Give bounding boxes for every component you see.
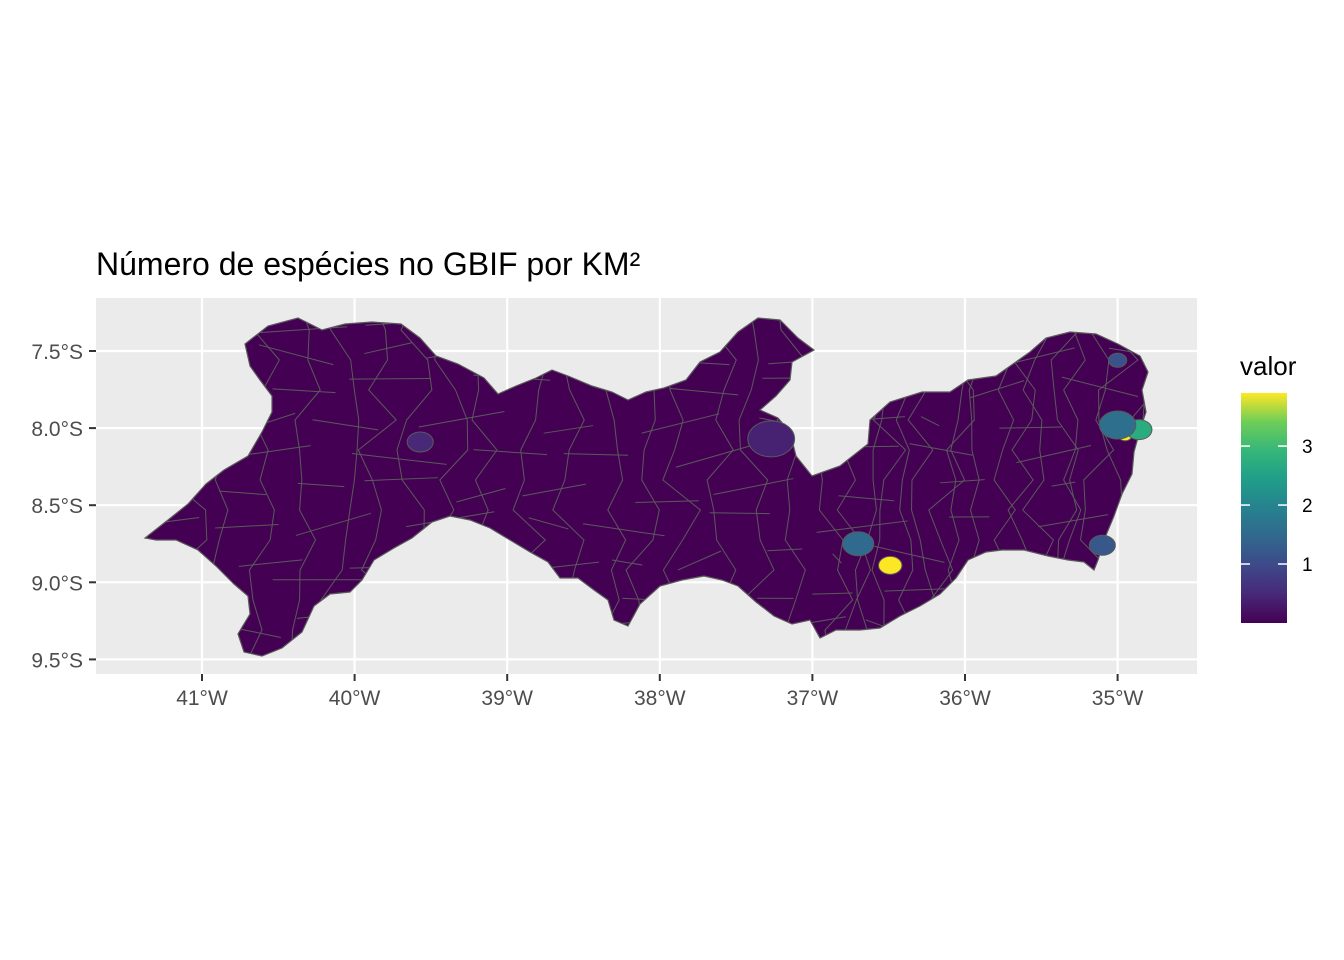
municipality-border <box>767 548 803 552</box>
legend-break-label: 2 <box>1302 496 1313 517</box>
x-tick-label: 36°W <box>939 687 991 710</box>
municipality-border <box>1038 514 1109 528</box>
municipality-border <box>349 377 431 380</box>
x-tick-label: 35°W <box>1092 687 1144 710</box>
municipality-value-fills <box>406 352 1153 575</box>
municipality-border <box>677 550 722 571</box>
x-tick-label: 40°W <box>329 687 381 710</box>
municipality-border <box>258 344 334 366</box>
municipality-border <box>969 380 1025 399</box>
municipality-border <box>713 478 794 496</box>
municipality-fill <box>878 555 903 575</box>
municipality-border <box>364 477 438 482</box>
municipality-border <box>999 426 1062 429</box>
municipality-border <box>816 520 908 533</box>
legend-colorbar <box>1241 393 1287 623</box>
municipality-border <box>832 553 842 564</box>
municipality-border <box>920 416 940 427</box>
x-tick-label: 41°W <box>176 687 228 710</box>
legend-title: valor <box>1240 351 1297 381</box>
municipality-border <box>543 425 594 434</box>
municipality-border <box>1016 445 1092 464</box>
x-tick-label: 37°W <box>787 687 839 710</box>
municipality-border <box>709 512 770 515</box>
y-axis: 7.5°S 8.0°S 8.5°S 9.0°S 9.5°S <box>31 341 96 672</box>
municipality-border <box>635 500 699 503</box>
municipality-fill <box>1088 534 1116 556</box>
municipality-border <box>675 443 758 468</box>
municipality-border <box>528 517 569 530</box>
y-tick-label: 9.5°S <box>31 649 83 672</box>
municipality-border <box>351 452 447 465</box>
y-tick-label: 7.5°S <box>31 341 83 364</box>
municipality-fill <box>747 420 796 458</box>
municipality-border <box>238 559 303 567</box>
municipality-border <box>838 495 895 502</box>
municipality-fill <box>1108 352 1128 368</box>
municipality-border <box>611 559 643 566</box>
legend: valor 1 2 3 <box>1240 351 1313 623</box>
municipality-border <box>219 490 267 496</box>
municipality-border <box>259 326 348 334</box>
municipality-border <box>215 523 279 529</box>
municipality-border <box>473 449 548 456</box>
municipality-border <box>874 545 945 563</box>
legend-break-label: 3 <box>1302 437 1313 458</box>
municipality-border <box>1061 376 1139 397</box>
x-tick-label: 39°W <box>481 687 533 710</box>
municipality-border <box>1051 481 1076 487</box>
municipality-border <box>812 592 853 595</box>
legend-break-label: 1 <box>1302 555 1313 576</box>
municipality-border <box>456 488 506 503</box>
municipality-fill <box>406 431 434 453</box>
municipality-border <box>522 483 586 497</box>
x-axis: 41°W 40°W 39°W 38°W 37°W 36°W 35°W <box>176 674 1144 710</box>
municipality-border <box>247 318 283 656</box>
municipality-fill <box>842 531 875 557</box>
municipality-border <box>641 413 720 434</box>
municipality-border <box>297 482 345 488</box>
municipality-border <box>320 318 360 656</box>
y-tick-label: 8.5°S <box>31 495 83 518</box>
municipality-border <box>418 411 505 428</box>
municipality-border <box>940 479 985 484</box>
municipality-border <box>776 318 811 656</box>
municipality-border <box>669 387 739 396</box>
municipality-border <box>312 419 379 431</box>
municipality-border <box>909 443 973 456</box>
municipality-fill <box>1098 410 1137 440</box>
municipality-border <box>563 453 629 456</box>
y-tick-label: 9.0°S <box>31 572 83 595</box>
municipality-border <box>272 388 336 394</box>
x-tick-label: 38°W <box>634 687 686 710</box>
municipality-border <box>364 342 412 355</box>
municipality-border <box>295 512 372 536</box>
municipality-border <box>290 318 321 656</box>
municipality-border <box>884 587 955 592</box>
legend-breaks: 1 2 3 <box>1241 437 1313 576</box>
chart-title: Número de espécies no GBIF por KM² <box>96 246 641 282</box>
municipality-border <box>582 523 665 537</box>
y-tick-label: 8.0°S <box>31 418 83 441</box>
